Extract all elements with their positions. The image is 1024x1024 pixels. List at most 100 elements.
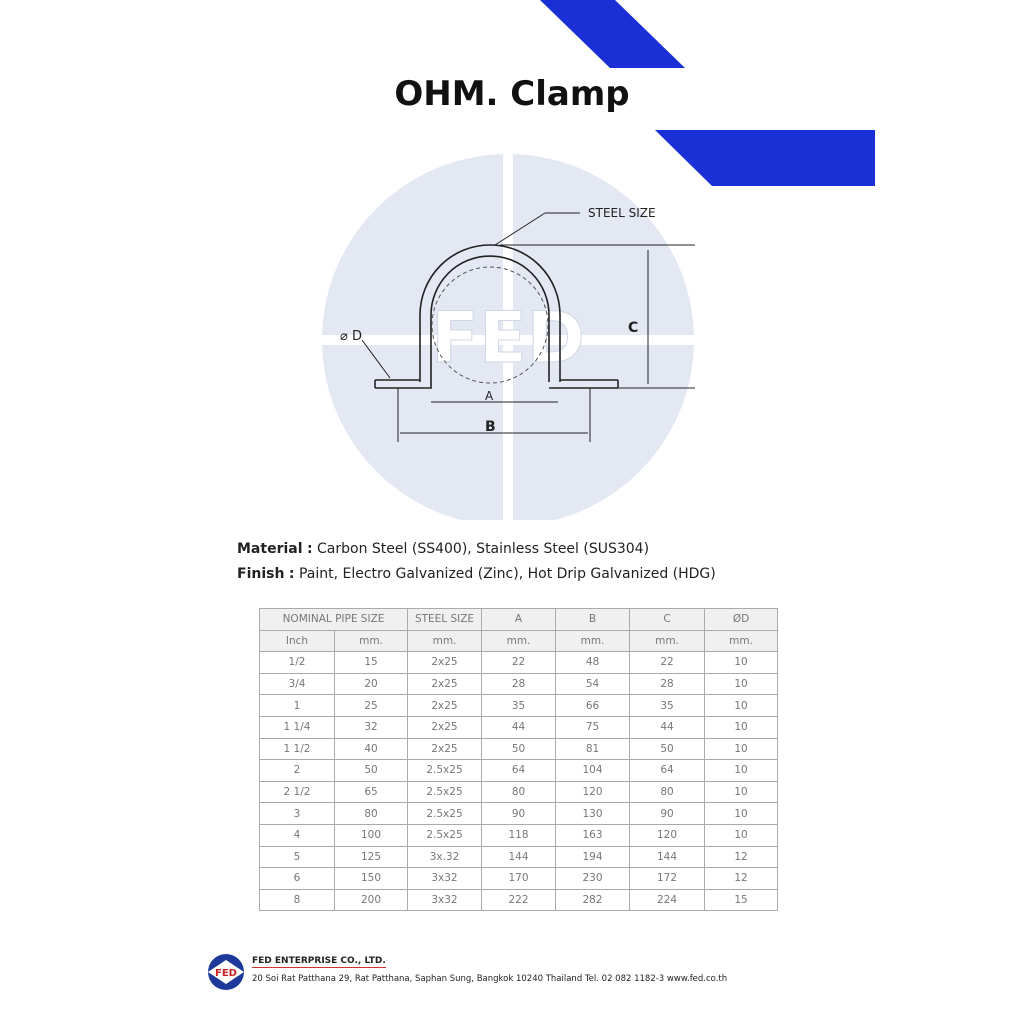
unit-header: mm. <box>704 629 778 653</box>
table-cell: 125 <box>334 845 408 869</box>
unit-header: Inch <box>259 629 335 653</box>
table-cell: 2x25 <box>407 672 482 696</box>
material-line: Material : Carbon Steel (SS400), Stainle… <box>237 541 649 557</box>
table-cell: 104 <box>555 759 630 782</box>
decor-bands <box>540 0 875 186</box>
material-label: Material <box>237 541 303 557</box>
label-c: C <box>628 320 638 336</box>
column-header: B <box>555 608 630 631</box>
table-cell: 222 <box>481 888 556 912</box>
table-cell: 163 <box>555 823 630 847</box>
table-cell: 15 <box>334 651 408 674</box>
table-cell: 64 <box>481 759 556 782</box>
table-cell: 65 <box>334 780 408 804</box>
dimensions-table: NOMINAL PIPE SIZE STEEL SIZE A B C ØD Inch mm. m… <box>259 608 778 912</box>
separator: : <box>306 541 313 557</box>
table-cell: 170 <box>481 867 556 890</box>
table-cell: 35 <box>629 694 705 717</box>
table-cell: 40 <box>334 737 408 761</box>
table-cell: 6 <box>259 867 335 890</box>
separator: : <box>288 566 295 582</box>
blue-band-right <box>655 130 875 186</box>
table-cell: 22 <box>629 651 705 674</box>
table-cell: 10 <box>704 802 778 825</box>
table-cell: 150 <box>334 867 408 890</box>
watermark-text: FED <box>431 297 585 379</box>
table-cell: 1 1/4 <box>259 715 335 739</box>
column-header: ØD <box>704 608 778 631</box>
table-cell: 3/4 <box>259 672 335 696</box>
table-cell: 2 1/2 <box>259 780 335 804</box>
table-cell: 2x25 <box>407 737 482 761</box>
table-cell: 44 <box>481 715 556 739</box>
table-cell: 10 <box>704 823 778 847</box>
header-row: NOMINAL PIPE SIZE STEEL SIZE A B C ØD <box>259 608 778 631</box>
table-cell: 48 <box>555 651 630 674</box>
unit-header: mm. <box>334 629 408 653</box>
unit-header: mm. <box>407 629 482 653</box>
table-cell: 44 <box>629 715 705 739</box>
finish-label: Finish <box>237 566 285 582</box>
table-cell: 224 <box>629 888 705 912</box>
logo-text: FED <box>215 968 237 979</box>
column-header: C <box>629 608 705 631</box>
table-cell: 100 <box>334 823 408 847</box>
table-cell: 28 <box>629 672 705 696</box>
table-cell: 8 <box>259 888 335 912</box>
table-cell: 81 <box>555 737 630 761</box>
table-cell: 10 <box>704 694 778 717</box>
table-cell: 3x.32 <box>407 845 482 869</box>
label-d: ⌀ D <box>340 329 362 344</box>
table-cell: 12 <box>704 845 778 869</box>
table-row: 1 25 2x25 35 66 35 10 <box>259 694 778 717</box>
table-row: 1 1/2 40 2x25 50 81 50 10 <box>259 737 778 761</box>
table-row: 5 125 3x.32 144 194 144 12 <box>259 845 778 869</box>
fed-logo: FED <box>208 954 244 990</box>
table-cell: 66 <box>555 694 630 717</box>
table-cell: 3x32 <box>407 888 482 912</box>
table-cell: 120 <box>555 780 630 804</box>
table-cell: 12 <box>704 867 778 890</box>
table-cell: 90 <box>629 802 705 825</box>
column-header: STEEL SIZE <box>407 608 482 631</box>
table-cell: 10 <box>704 672 778 696</box>
table-cell: 10 <box>704 737 778 761</box>
table-cell: 144 <box>629 845 705 869</box>
finish-value: Paint, Electro Galvanized (Zinc), Hot Dr… <box>298 566 716 582</box>
table-cell: 15 <box>704 888 778 912</box>
table-cell: 2.5x25 <box>407 780 482 804</box>
table-cell: 64 <box>629 759 705 782</box>
table-cell: 10 <box>704 715 778 739</box>
company-address: 20 Soi Rat Patthana 29, Rat Patthana, Sa… <box>252 974 728 984</box>
table-cell: 118 <box>481 823 556 847</box>
table-cell: 2x25 <box>407 694 482 717</box>
label-steel-size: STEEL SIZE <box>588 206 656 220</box>
table-cell: 200 <box>334 888 408 912</box>
table-cell: 120 <box>629 823 705 847</box>
table-cell: 75 <box>555 715 630 739</box>
table-row: 6 150 3x32 170 230 172 12 <box>259 867 778 890</box>
table-cell: 282 <box>555 888 630 912</box>
finish-line: Finish : Paint, Electro Galvanized (Zinc… <box>237 566 716 582</box>
table-cell: 90 <box>481 802 556 825</box>
table-cell: 2x25 <box>407 715 482 739</box>
table-cell: 2x25 <box>407 651 482 674</box>
unit-header: mm. <box>629 629 705 653</box>
table-cell: 130 <box>555 802 630 825</box>
table-cell: 5 <box>259 845 335 869</box>
table-cell: 144 <box>481 845 556 869</box>
unit-header: mm. <box>555 629 630 653</box>
column-header: A <box>481 608 556 631</box>
table-cell: 2.5x25 <box>407 823 482 847</box>
table-cell: 22 <box>481 651 556 674</box>
table-cell: 1/2 <box>259 651 335 674</box>
table-cell: 1 <box>259 694 335 717</box>
table-row: 4 100 2.5x25 118 163 120 10 <box>259 823 778 847</box>
blue-band-top <box>540 0 685 68</box>
table-cell: 172 <box>629 867 705 890</box>
table-cell: 3 <box>259 802 335 825</box>
label-b: B <box>485 419 496 435</box>
table-row: 1/2 15 2x25 22 48 22 10 <box>259 651 778 674</box>
table-cell: 10 <box>704 651 778 674</box>
table-cell: 3x32 <box>407 867 482 890</box>
